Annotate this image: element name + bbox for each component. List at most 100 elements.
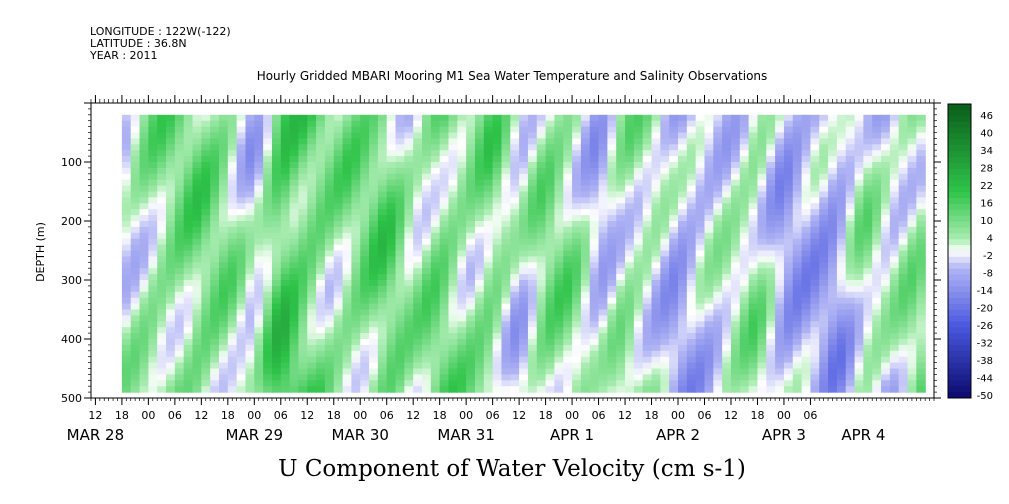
heatmap-cell	[183, 374, 194, 381]
heatmap-cell	[589, 114, 600, 122]
heatmap-cell	[819, 250, 829, 257]
heatmap-cell	[130, 327, 141, 334]
heatmap-cell	[263, 167, 273, 175]
heatmap-cell	[527, 321, 538, 328]
heatmap-cell	[316, 232, 326, 240]
heatmap-cell	[660, 167, 670, 175]
heatmap-cell	[466, 203, 476, 210]
heatmap-cell	[430, 167, 441, 175]
heatmap-cell	[510, 191, 520, 198]
heatmap-cell	[836, 262, 847, 269]
heatmap-cell	[183, 303, 194, 311]
heatmap-cell	[121, 173, 132, 181]
heatmap-cell	[404, 162, 414, 169]
heatmap-cell	[907, 374, 917, 381]
heatmap-cell	[369, 226, 379, 234]
heatmap-cell	[148, 297, 158, 305]
heatmap-cell	[474, 132, 485, 139]
heatmap-cell	[342, 120, 353, 128]
heatmap-cell	[633, 303, 644, 311]
heatmap-cell	[616, 150, 626, 157]
heatmap-cell	[492, 156, 503, 163]
heatmap-cell	[642, 374, 653, 381]
heatmap-cell	[492, 303, 503, 311]
heatmap-cell	[324, 232, 335, 240]
heatmap-cell	[174, 167, 185, 175]
heatmap-cell	[810, 362, 820, 370]
heatmap-cell	[819, 291, 829, 299]
heatmap-cell	[139, 138, 149, 145]
heatmap-cell	[739, 144, 750, 151]
heatmap-cell	[492, 209, 503, 216]
heatmap-cell	[713, 303, 723, 311]
heatmap-cell	[139, 250, 149, 257]
heatmap-cell	[775, 315, 785, 322]
heatmap-cell	[633, 362, 644, 370]
heatmap-cell	[722, 380, 732, 387]
heatmap-cell	[333, 226, 344, 234]
heatmap-cell	[236, 191, 247, 198]
heatmap-cell	[783, 209, 794, 216]
heatmap-cell	[545, 356, 556, 364]
heatmap-cell	[280, 138, 291, 145]
heatmap-cell	[828, 238, 838, 246]
heatmap-cell	[210, 162, 220, 169]
heatmap-cell	[775, 126, 785, 134]
heatmap-cell	[527, 167, 538, 175]
heatmap-cell	[686, 274, 697, 281]
heatmap-cell	[307, 114, 317, 122]
heatmap-cell	[324, 285, 335, 293]
heatmap-cell	[157, 262, 167, 269]
heatmap-cell	[174, 126, 185, 134]
heatmap-cell	[298, 386, 308, 393]
heatmap-cell	[836, 132, 847, 139]
heatmap-cell	[872, 114, 882, 122]
heatmap-cell	[148, 120, 158, 128]
heatmap-cell	[501, 274, 511, 281]
heatmap-cell	[563, 350, 573, 358]
heatmap-cell	[519, 339, 529, 346]
heatmap-cell	[527, 238, 538, 246]
heatmap-cell	[872, 150, 882, 157]
heatmap-cell	[157, 126, 167, 134]
heatmap-cell	[360, 244, 370, 252]
heatmap-cell	[589, 268, 600, 275]
heatmap-cell	[695, 380, 706, 387]
heatmap-cell	[351, 126, 361, 134]
heatmap-cell	[898, 138, 909, 145]
heatmap-cell	[572, 197, 582, 204]
heatmap-cell	[183, 309, 194, 316]
heatmap-cell	[775, 114, 785, 122]
heatmap-cell	[351, 114, 361, 122]
heatmap-cell	[324, 197, 335, 204]
heatmap-cell	[404, 297, 414, 305]
heatmap-cell	[121, 268, 132, 275]
heatmap-cell	[174, 339, 185, 346]
heatmap-cell	[157, 291, 167, 299]
heatmap-cell	[651, 209, 661, 216]
heatmap-cell	[783, 380, 794, 387]
heatmap-cell	[722, 350, 732, 358]
heatmap-cell	[183, 262, 194, 269]
heatmap-cell	[854, 303, 864, 311]
heatmap-cell	[801, 197, 812, 204]
heatmap-cell	[563, 209, 573, 216]
heatmap-cell	[616, 339, 626, 346]
heatmap-cell	[289, 232, 300, 240]
heatmap-cell	[351, 309, 361, 316]
heatmap-cell	[536, 303, 547, 311]
heatmap-cell	[536, 156, 547, 163]
heatmap-cell	[448, 203, 458, 210]
heatmap-cell	[686, 250, 697, 257]
heatmap-cell	[422, 303, 432, 311]
heatmap-cell	[907, 126, 917, 134]
heatmap-cell	[872, 339, 882, 346]
heatmap-cell	[863, 185, 873, 193]
heatmap-cell	[280, 333, 291, 340]
heatmap-cell	[254, 226, 264, 234]
heatmap-cell	[889, 179, 900, 187]
heatmap-cell	[872, 120, 882, 128]
heatmap-cell	[280, 297, 291, 305]
heatmap-cell	[766, 362, 776, 370]
heatmap-cell	[660, 368, 670, 375]
